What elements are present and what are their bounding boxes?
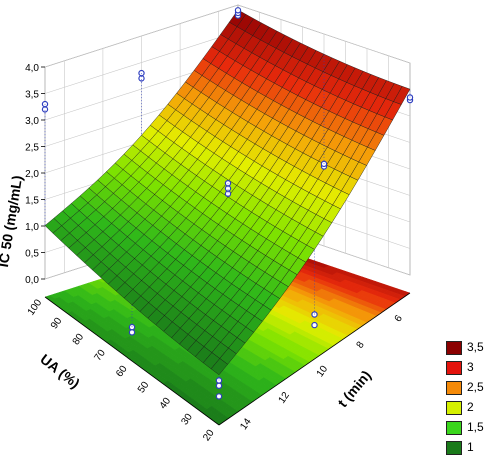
legend-swatch bbox=[446, 381, 462, 395]
z-tick-label: 1,5 bbox=[25, 196, 39, 207]
legend-swatch bbox=[446, 441, 462, 455]
legend-item: 3,5 bbox=[446, 338, 493, 358]
y-axis-label: UA (%) bbox=[37, 351, 83, 392]
z-tick-label: 2,0 bbox=[25, 169, 39, 180]
legend-item: 3 bbox=[446, 358, 493, 378]
legend-label: 3,5 bbox=[467, 340, 484, 354]
y-tick-label: 70 bbox=[93, 347, 109, 363]
response-surface bbox=[44, 9, 411, 376]
observed-point bbox=[224, 179, 232, 187]
z-tick-label: 4,0 bbox=[25, 63, 39, 74]
x-axis-line bbox=[218, 292, 411, 426]
y-tick-label: 40 bbox=[158, 395, 174, 411]
x-tick-label: 12 bbox=[277, 390, 293, 406]
legend-label: 2,5 bbox=[467, 380, 484, 394]
z-tick-label: 0,0 bbox=[25, 275, 39, 286]
z-tick-label: 3,0 bbox=[25, 116, 39, 127]
observed-point bbox=[215, 393, 223, 400]
z-tick-label: 1,0 bbox=[25, 222, 39, 233]
y-tick-label: 90 bbox=[49, 315, 65, 331]
z-gridline bbox=[44, 4, 411, 68]
legend-swatch bbox=[446, 401, 462, 415]
legend-label: 3 bbox=[467, 360, 474, 374]
legend-label: 1 bbox=[467, 440, 474, 454]
surface-cell bbox=[210, 358, 229, 376]
y-axis-line bbox=[44, 296, 220, 426]
legend-item: 1 bbox=[446, 438, 493, 458]
legend-swatch bbox=[446, 341, 462, 355]
y-tick-label: 80 bbox=[71, 331, 87, 347]
z-tick-label: 2,5 bbox=[25, 143, 39, 154]
observed-point bbox=[311, 321, 318, 329]
legend-swatch bbox=[446, 361, 462, 375]
observed-point bbox=[215, 382, 223, 389]
legend-item: 2,5 bbox=[446, 378, 493, 398]
y-tick-label: 50 bbox=[136, 379, 152, 395]
observed-points bbox=[41, 7, 414, 400]
x-tick-label: 10 bbox=[315, 363, 331, 379]
x-tick-label: 6 bbox=[393, 313, 405, 324]
x-axis-label: t (min) bbox=[334, 367, 374, 410]
legend-label: 2 bbox=[467, 400, 474, 414]
z-tick-label: 3,5 bbox=[25, 90, 39, 101]
z-tick-label: 0,5 bbox=[25, 249, 39, 260]
y-tick-label: 30 bbox=[180, 411, 196, 427]
legend-item: 1,5 bbox=[446, 418, 493, 438]
observed-point bbox=[128, 329, 136, 336]
x-tick-label: 8 bbox=[355, 339, 367, 350]
x-tick-label: 14 bbox=[238, 416, 254, 432]
legend-swatch bbox=[446, 421, 462, 435]
y-tick-label: 60 bbox=[114, 363, 130, 379]
z-axis-label: IC 50 (mg/mL) bbox=[0, 174, 25, 268]
colormap-legend: 3,5 3 2,5 2 1,5 1 bbox=[446, 338, 493, 463]
y-tick-label: 100 bbox=[26, 297, 45, 317]
y-tick-label: 20 bbox=[201, 427, 217, 443]
legend-label: 1,5 bbox=[467, 420, 484, 434]
legend-item: 2 bbox=[446, 398, 493, 418]
